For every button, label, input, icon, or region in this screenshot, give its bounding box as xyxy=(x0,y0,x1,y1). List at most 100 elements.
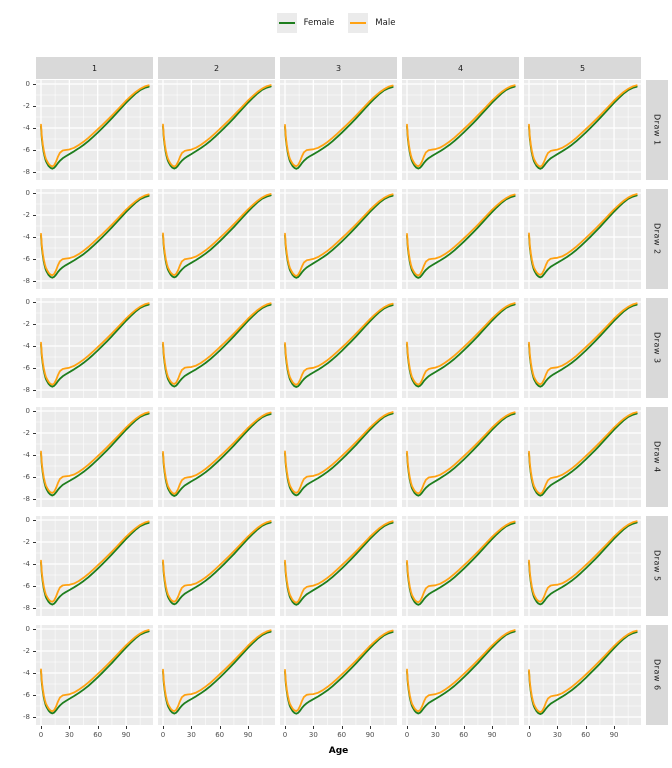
male-curve xyxy=(528,629,638,714)
facet-panel-col5-row2 xyxy=(524,189,641,289)
x-tick-label: 90 xyxy=(365,731,375,739)
col-strip-4: 4 xyxy=(402,57,519,79)
y-tick-mark xyxy=(33,651,36,652)
male-curve xyxy=(528,411,638,495)
y-tick-label: -4 xyxy=(23,559,30,568)
facet-panel-col1-row6 xyxy=(36,625,153,725)
male-curve xyxy=(40,520,150,603)
col-strip-2: 2 xyxy=(158,57,275,79)
y-tick-mark xyxy=(33,477,36,478)
y-tick-label: -6 xyxy=(23,363,30,372)
male-line-swatch xyxy=(350,22,367,24)
y-tick-mark xyxy=(33,106,36,107)
y-tick-label: 0 xyxy=(25,624,30,633)
y-tick-label: -2 xyxy=(23,428,30,437)
col-strip-1: 1 xyxy=(36,57,153,79)
y-tick-mark xyxy=(33,128,36,129)
x-tick-mark xyxy=(370,725,372,729)
y-tick-mark xyxy=(33,695,36,696)
y-tick-mark xyxy=(33,237,36,238)
legend-item-female: Female xyxy=(276,13,335,33)
row-strip-label: Draw 6 xyxy=(652,659,662,691)
y-tick-mark xyxy=(33,346,36,347)
x-tick-mark xyxy=(463,725,465,729)
male-curve xyxy=(162,193,272,277)
x-tick-mark xyxy=(126,725,128,729)
facet-panel-col4-row4 xyxy=(402,407,519,507)
y-tick-label: 0 xyxy=(25,79,30,88)
male-curve xyxy=(406,84,516,168)
y-tick-label: -4 xyxy=(23,341,30,350)
male-curve xyxy=(162,629,272,713)
y-tick-label: 0 xyxy=(25,515,30,524)
row-strip-label: Draw 4 xyxy=(652,441,662,473)
x-tick-label: 0 xyxy=(404,731,410,739)
x-tick-mark xyxy=(163,725,164,729)
row-strip-label: Draw 5 xyxy=(652,550,662,582)
y-tick-label: -2 xyxy=(23,537,30,546)
legend-key-female xyxy=(276,13,297,33)
x-tick-label: 60 xyxy=(459,731,469,739)
x-tick-label: 30 xyxy=(552,731,562,739)
legend-label-female: Female xyxy=(303,18,335,28)
facet-panel-col2-row1 xyxy=(158,80,275,180)
y-tick-mark xyxy=(33,629,36,630)
y-tick-label: -8 xyxy=(23,167,30,176)
male-curve xyxy=(406,302,516,386)
legend-item-male: Male xyxy=(348,13,395,33)
y-tick-label: -2 xyxy=(23,210,30,219)
x-tick-mark xyxy=(557,725,559,729)
y-tick-label: -8 xyxy=(23,494,30,503)
x-tick-label: 0 xyxy=(160,731,166,739)
legend: Female Male xyxy=(0,13,672,33)
y-tick-label: -2 xyxy=(23,646,30,655)
y-tick-mark xyxy=(33,281,36,282)
y-tick-label: -4 xyxy=(23,450,30,459)
facet-panel-col1-row2 xyxy=(36,189,153,289)
facet-panel-col4-row6 xyxy=(402,625,519,725)
y-tick-mark xyxy=(33,564,36,565)
male-curve xyxy=(284,520,394,604)
y-tick-mark xyxy=(33,150,36,151)
x-axis-title: Age xyxy=(328,746,349,756)
y-tick-mark xyxy=(33,499,36,500)
y-tick-label: -6 xyxy=(23,472,30,481)
x-tick-label: 60 xyxy=(215,731,225,739)
x-tick-label: 90 xyxy=(609,731,619,739)
male-curve xyxy=(40,411,150,494)
x-tick-label: 0 xyxy=(526,731,532,739)
facet-panel-col5-row3 xyxy=(524,298,641,398)
male-curve xyxy=(284,193,394,277)
x-tick-label: 90 xyxy=(243,731,253,739)
x-tick-label: 60 xyxy=(581,731,591,739)
y-tick-label: -6 xyxy=(23,145,30,154)
y-tick-label: -8 xyxy=(23,712,30,721)
y-tick-mark xyxy=(33,84,36,85)
male-curve xyxy=(406,411,516,495)
y-tick-mark xyxy=(33,542,36,543)
facet-panel-col2-row5 xyxy=(158,516,275,616)
y-tick-mark xyxy=(33,172,36,173)
row-strip-label: Draw 1 xyxy=(652,114,662,146)
y-tick-label: -8 xyxy=(23,603,30,612)
x-tick-mark xyxy=(407,725,408,729)
facet-panel-col3-row6 xyxy=(280,625,397,725)
x-tick-label: 30 xyxy=(308,731,318,739)
x-tick-label: 90 xyxy=(121,731,131,739)
male-curve xyxy=(406,520,516,604)
y-tick-label: 0 xyxy=(25,297,30,306)
facet-panel-col1-row1 xyxy=(36,80,153,180)
facet-panel-col2-row2 xyxy=(158,189,275,289)
y-tick-label: -8 xyxy=(23,385,30,394)
x-tick-mark xyxy=(191,725,193,729)
x-tick-mark xyxy=(435,725,437,729)
facet-panel-col3-row5 xyxy=(280,516,397,616)
row-strip-2: Draw 2 xyxy=(646,189,668,289)
y-tick-label: -6 xyxy=(23,254,30,263)
legend-key-male xyxy=(348,13,369,33)
facet-panel-col3-row1 xyxy=(280,80,397,180)
x-tick-label: 30 xyxy=(186,731,196,739)
y-tick-label: -2 xyxy=(23,101,30,110)
facet-panel-col3-row4 xyxy=(280,407,397,507)
